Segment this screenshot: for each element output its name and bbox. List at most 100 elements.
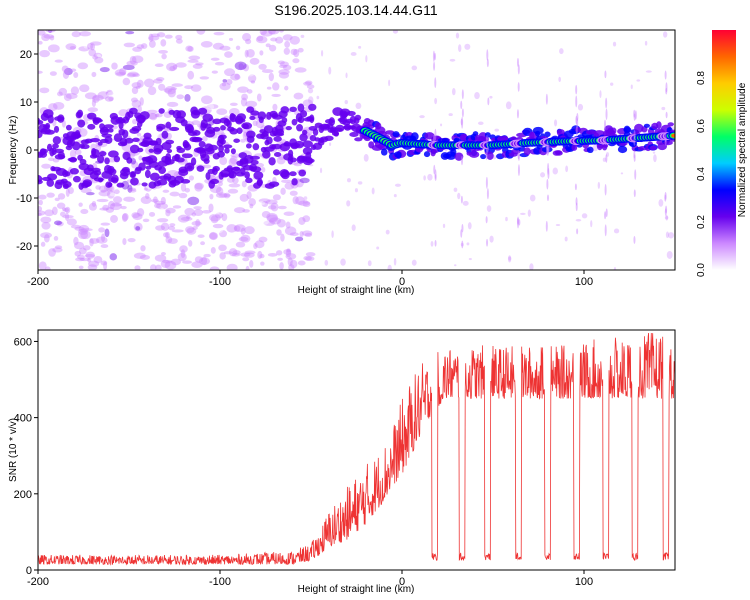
heatmap-cell <box>40 216 52 224</box>
heatmap-cell <box>396 151 402 159</box>
heatmap-cell <box>80 222 88 228</box>
heatmap-cell <box>259 52 271 59</box>
heatmap-cell <box>143 187 148 191</box>
heatmap-cell <box>224 147 230 154</box>
heatmap-cell <box>133 252 146 259</box>
heatmap-cell <box>242 257 250 262</box>
heatmap-cell <box>79 257 91 262</box>
heatmap-cell <box>468 257 472 261</box>
heatmap-cell <box>298 216 306 225</box>
heatmap-cell <box>664 132 667 143</box>
heatmap-cell <box>272 194 281 201</box>
heatmap-cell <box>393 257 397 266</box>
heatmap-cell <box>284 182 295 190</box>
heatmap-cell <box>517 82 520 92</box>
heatmap-cell <box>283 249 292 255</box>
heatmap-cell <box>449 58 456 62</box>
heatmap-cell <box>301 230 313 237</box>
heatmap-cell <box>345 72 348 79</box>
heatmap-cell <box>267 205 277 210</box>
heatmap-cell <box>66 218 77 226</box>
heatmap-cell <box>202 113 214 122</box>
heatmap-cell <box>45 266 51 270</box>
heatmap-cell <box>605 97 608 109</box>
heatmap-cell <box>434 97 438 105</box>
heatmap-cell <box>320 49 324 57</box>
heatmap-cell <box>194 182 203 192</box>
heatmap-cell <box>108 128 114 133</box>
heatmap-cell <box>62 70 70 79</box>
heatmap-cell <box>181 153 193 159</box>
heatmap-cell <box>212 126 221 132</box>
heatmap-cell <box>419 115 425 119</box>
heatmap-cell <box>198 141 206 148</box>
heatmap-cell <box>160 196 166 205</box>
heatmap-cell <box>93 118 103 123</box>
heatmap-cell <box>576 228 579 235</box>
heatmap-cell <box>132 73 140 78</box>
heatmap-cell <box>164 260 177 270</box>
heatmap-cell <box>93 255 103 264</box>
heatmap-cell <box>84 92 97 100</box>
heatmap-cell <box>139 97 144 106</box>
heatmap-cell <box>653 154 657 163</box>
heatmap-cell <box>104 96 114 102</box>
heatmap-cell <box>44 209 54 217</box>
heatmap-cell <box>610 82 614 86</box>
heatmap-cell <box>91 99 96 108</box>
heatmap-cell <box>394 183 401 187</box>
heatmap-cell <box>140 196 152 204</box>
snr-x-label: Height of straight line (km) <box>298 584 415 595</box>
heatmap-cell <box>39 87 50 94</box>
heatmap-cell <box>331 230 334 238</box>
heatmap-cell <box>148 148 154 153</box>
heatmap-cell <box>160 252 166 256</box>
heatmap-cell <box>385 229 390 235</box>
heatmap-cell <box>213 31 225 36</box>
heatmap-cell <box>604 184 607 196</box>
heatmap-cell <box>143 78 155 88</box>
heatmap-cell <box>633 151 636 159</box>
heatmap-cell <box>289 106 297 113</box>
heatmap-cell <box>272 169 280 176</box>
heatmap-cell <box>234 224 246 232</box>
heatmap-cell <box>258 198 271 204</box>
heatmap-cell <box>665 111 668 119</box>
heatmap-cell <box>229 155 238 165</box>
heatmap-blobs <box>38 30 675 270</box>
heatmap-cell <box>79 84 90 93</box>
heatmap-cell <box>107 150 119 158</box>
heatmap-cell <box>277 257 283 261</box>
heatmap-cell <box>279 262 284 270</box>
heatmap-cell <box>665 87 668 95</box>
heatmap-cell <box>466 242 470 246</box>
heatmap-cell <box>460 195 463 204</box>
heatmap-cell <box>292 196 299 205</box>
heatmap-cell <box>272 82 280 91</box>
heatmap-cell <box>275 36 284 44</box>
heatmap-cell <box>546 145 549 156</box>
heatmap-cell <box>169 66 176 71</box>
heatmap-cell <box>136 44 145 49</box>
heatmap-cell <box>188 239 193 247</box>
heatmap-cell <box>259 217 270 225</box>
heatmap-cell <box>268 72 274 82</box>
heatmap-cell <box>76 254 85 260</box>
heatmap-cell <box>545 220 548 232</box>
heatmap-cell <box>545 93 548 105</box>
heatmap-cell <box>577 103 584 111</box>
heatmap-cell <box>633 189 636 198</box>
heatmap-cell <box>278 69 290 75</box>
heatmap-cell <box>137 147 144 153</box>
heatmap-cell <box>166 101 179 107</box>
heatmap-cell <box>78 265 84 270</box>
heatmap-cell <box>565 165 569 173</box>
heatmap-cell <box>196 30 206 35</box>
heatmap-cell <box>552 167 558 175</box>
heatmap-cell <box>244 171 250 179</box>
heatmap-cell <box>109 192 117 197</box>
heatmap-cell <box>304 80 313 85</box>
heatmap-cell <box>56 221 64 227</box>
heatmap-cell <box>192 130 201 136</box>
heatmap-cell <box>131 99 142 108</box>
